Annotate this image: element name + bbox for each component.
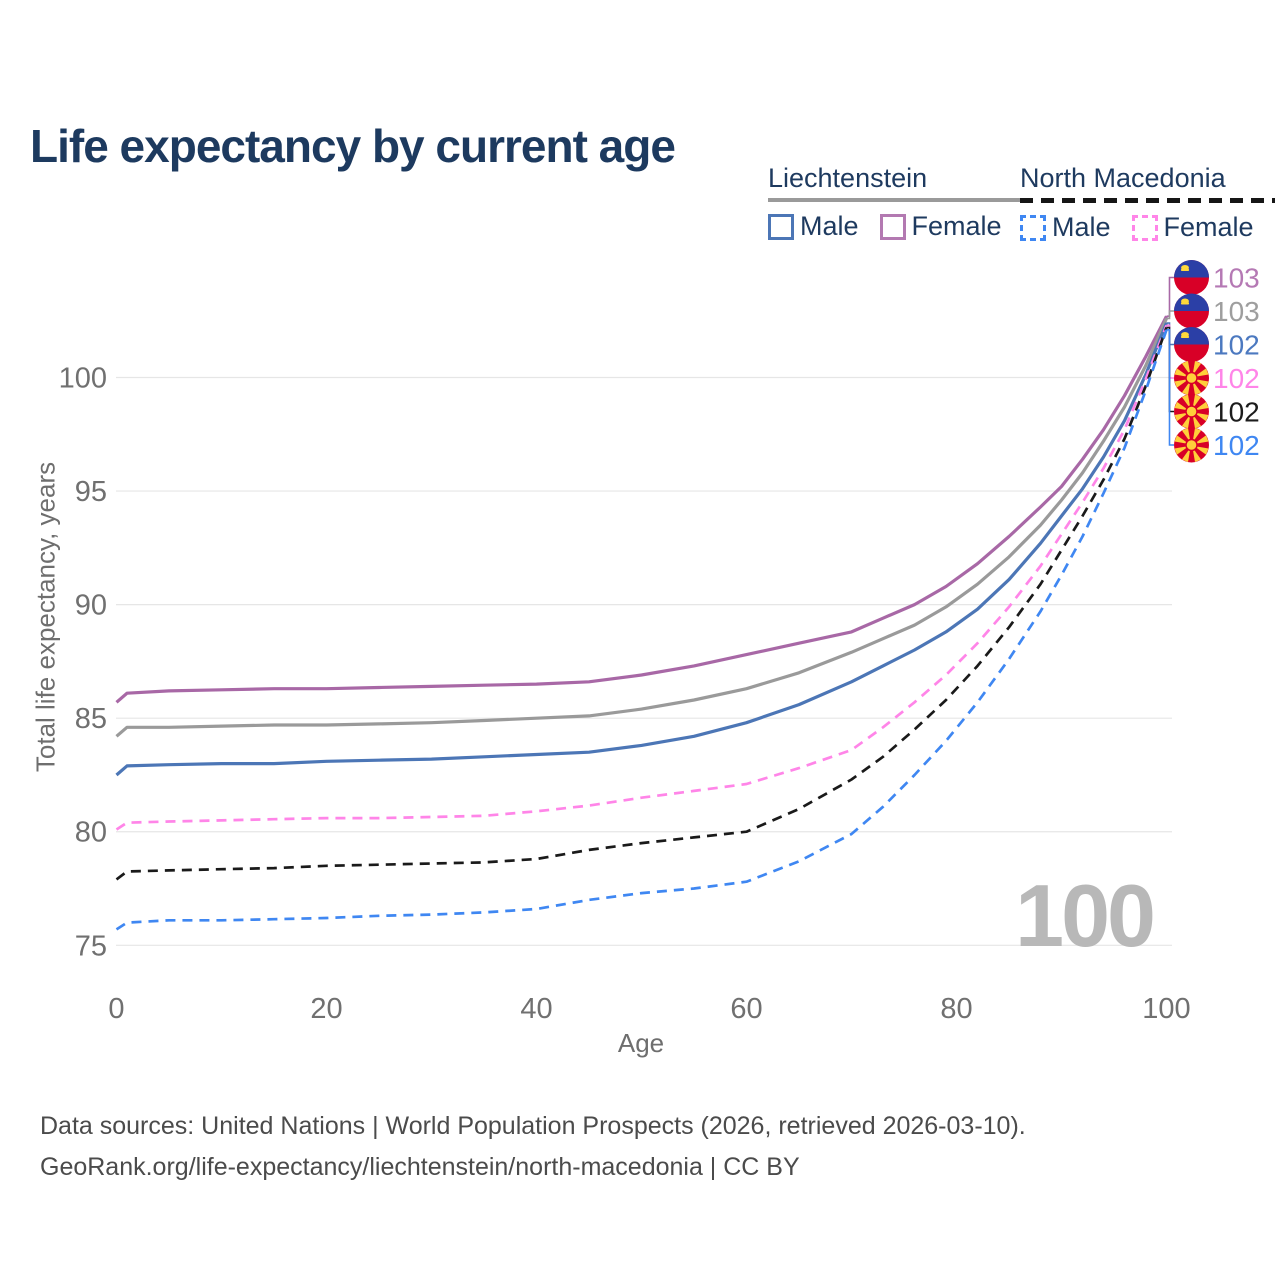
liechtenstein-flag-icon [1174, 293, 1209, 329]
end-label-connector [1166, 310, 1174, 320]
y-tick-label-75: 75 [75, 930, 107, 962]
legend-item-label: Female [1163, 212, 1254, 242]
series-line-liechtenstein-both-sexes [115, 317, 1168, 738]
footer-attribution-url: GeoRank.org/life-expectancy/liechtenstei… [40, 1153, 800, 1181]
legend-item-liechtenstein-female[interactable]: Female [879, 211, 1002, 242]
liechtenstein-flag-icon [1174, 260, 1209, 295]
y-axis-title: Total life expectancy, years [30, 461, 61, 773]
series-end-label-north-macedonia-male: 102 [1213, 430, 1260, 461]
legend: Liechtenstein Male Female North Macedoni… [0, 163, 1280, 243]
x-tick-label-20: 20 [310, 993, 342, 1025]
solid-line-sample [768, 198, 1023, 202]
page-title: Life expectancy by current age [30, 119, 676, 172]
x-axis-title: Age [617, 1028, 665, 1058]
y-tick-label-90: 90 [75, 590, 107, 622]
footer-data-sources: Data sources: United Nations | World Pop… [40, 1112, 1026, 1140]
series-end-label-liechtenstein-male: 102 [1213, 330, 1260, 361]
north-macedonia-flag-icon [1174, 394, 1209, 429]
north-macedonia-flag-icon [1174, 427, 1209, 463]
x-tick-label-40: 40 [520, 993, 552, 1025]
legend-item-label: Female [911, 211, 1002, 241]
x-tick-label-100: 100 [1142, 993, 1190, 1025]
solid-blue-swatch-icon [768, 213, 794, 240]
series-end-label-north-macedonia-female: 102 [1213, 363, 1260, 394]
legend-item-north-macedonia-female[interactable]: Female [1131, 212, 1254, 243]
series-end-label-north-macedonia-both-sexes: 102 [1213, 397, 1260, 428]
dashed-blue-swatch-icon [1020, 214, 1046, 241]
y-tick-label-80: 80 [75, 817, 107, 849]
age-counter-watermark: 100 [1015, 866, 1153, 965]
legend-group-north-macedonia: North Macedonia Male Female [1020, 163, 1275, 243]
end-label-connector [1166, 276, 1174, 318]
footer: Data sources: United Nations | World Pop… [40, 1106, 1026, 1188]
legend-country-north-macedonia: North Macedonia [1020, 163, 1226, 193]
legend-group-liechtenstein: Liechtenstein Male Female [768, 163, 1023, 242]
north-macedonia-flag-icon [1174, 360, 1209, 396]
y-tick-label-85: 85 [75, 703, 107, 735]
legend-item-label: Male [1052, 212, 1111, 242]
y-tick-label-100: 100 [59, 363, 107, 395]
series-line-north-macedonia-male [115, 329, 1168, 931]
series-line-liechtenstein-male [115, 322, 1168, 777]
legend-item-liechtenstein-male[interactable]: Male [768, 211, 859, 242]
dashed-line-sample [1020, 198, 1275, 203]
series-line-liechtenstein-female [115, 315, 1168, 704]
x-tick-label-80: 80 [940, 993, 972, 1025]
legend-item-label: Male [800, 211, 859, 241]
legend-item-north-macedonia-male[interactable]: Male [1020, 212, 1111, 243]
x-tick-label-0: 0 [108, 993, 124, 1025]
series-end-label-liechtenstein-female: 103 [1213, 263, 1260, 294]
dashed-pink-swatch-icon [1131, 214, 1158, 241]
x-tick-label-60: 60 [730, 993, 762, 1025]
legend-country-liechtenstein: Liechtenstein [768, 163, 928, 193]
series-end-label-liechtenstein-both-sexes: 103 [1213, 296, 1260, 327]
end-label-connector [1166, 328, 1174, 446]
solid-purple-swatch-icon [879, 213, 906, 240]
series-line-north-macedonia-both-sexes [115, 327, 1168, 881]
y-tick-label-95: 95 [75, 476, 107, 508]
liechtenstein-flag-icon [1174, 327, 1209, 362]
